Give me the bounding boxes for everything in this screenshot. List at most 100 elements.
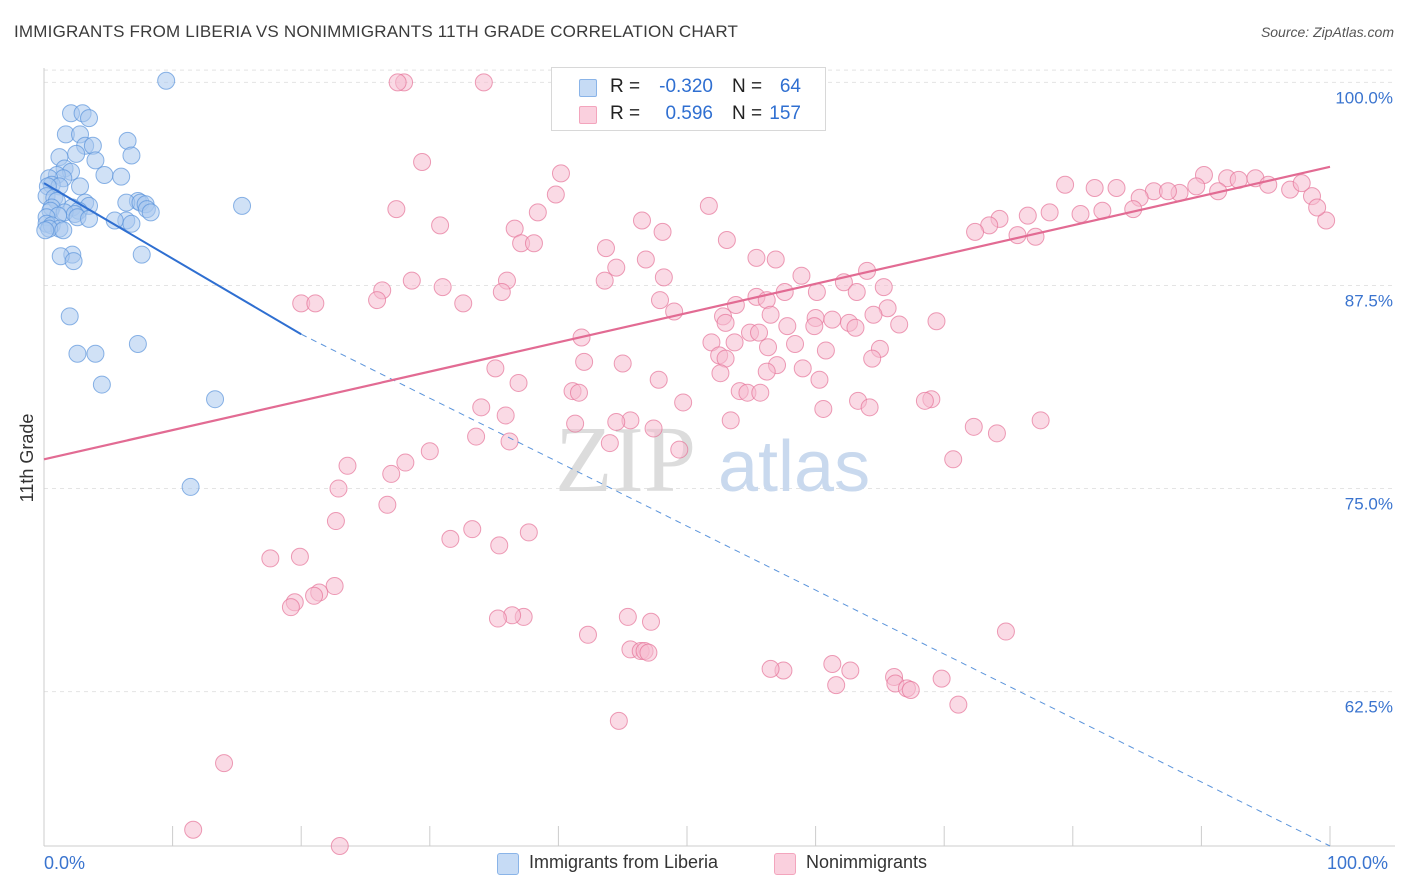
x-min-label: 0.0%	[44, 853, 85, 873]
data-point	[128, 334, 147, 353]
data-point	[847, 282, 866, 301]
series-swatch-nonimmigrants	[774, 853, 796, 875]
data-point	[54, 221, 73, 240]
data-point	[1071, 204, 1090, 223]
legend-swatch-liberia	[579, 79, 597, 97]
data-point	[578, 625, 597, 644]
data-point	[716, 313, 735, 332]
data-point	[524, 234, 543, 253]
data-point	[793, 359, 812, 378]
data-point	[725, 333, 744, 352]
data-point	[463, 520, 482, 539]
data-point	[766, 250, 785, 269]
data-point	[420, 442, 439, 461]
data-point	[750, 323, 769, 342]
data-point	[761, 659, 780, 678]
source-credit: Source: ZipAtlas.com	[1260, 24, 1394, 40]
data-point	[949, 695, 968, 714]
y-tick-label: 62.5%	[1345, 698, 1393, 717]
data-point	[1124, 200, 1143, 219]
data-point	[551, 164, 570, 183]
data-point	[747, 248, 766, 267]
data-point	[472, 398, 491, 417]
data-point	[431, 216, 450, 235]
x-max-label: 100.0%	[1327, 853, 1388, 873]
data-point	[841, 661, 860, 680]
trend-line-liberia-extension	[300, 333, 1331, 847]
data-point	[613, 354, 632, 373]
data-point	[509, 373, 528, 392]
chart-title: IMMIGRANTS FROM LIBERIA VS NONIMMIGRANTS…	[14, 22, 739, 41]
legend-r-label: R =	[610, 76, 641, 97]
data-point	[1008, 226, 1027, 245]
data-point	[330, 837, 349, 855]
legend-r-label: R =	[610, 103, 641, 124]
data-point	[607, 258, 626, 277]
series-name-nonimmigrants: Nonimmigrants	[806, 852, 928, 872]
data-point	[329, 479, 348, 498]
points-liberia	[36, 71, 252, 496]
y-tick-label: 100.0%	[1335, 88, 1393, 107]
data-point	[575, 352, 594, 371]
data-point	[112, 167, 131, 186]
data-point	[644, 419, 663, 438]
data-point	[490, 536, 509, 555]
data-point	[636, 250, 655, 269]
data-point	[467, 427, 486, 446]
data-point	[338, 456, 357, 475]
data-point	[805, 317, 824, 336]
data-point	[368, 291, 387, 310]
data-point	[641, 612, 660, 631]
data-point	[778, 317, 797, 336]
data-point	[95, 165, 114, 184]
data-point	[874, 278, 893, 297]
data-point	[122, 146, 141, 165]
data-point	[792, 266, 811, 285]
data-point	[1031, 411, 1050, 430]
data-point	[653, 222, 672, 241]
data-point	[827, 676, 846, 695]
data-point	[83, 136, 102, 155]
data-point	[569, 383, 588, 402]
data-point	[441, 529, 460, 548]
tick-labels: 100.0% 87.5% 75.0% 62.5%	[1335, 88, 1393, 716]
data-point	[1292, 174, 1311, 193]
data-point	[496, 406, 515, 425]
legend-n-value-liberia: 64	[779, 76, 801, 97]
data-point	[987, 424, 1006, 443]
data-point	[1056, 175, 1075, 194]
data-point	[325, 577, 344, 596]
y-axis-label: 11th Grade	[17, 414, 37, 503]
data-point	[711, 364, 730, 383]
data-point	[326, 512, 345, 531]
data-point	[71, 177, 90, 196]
data-point	[864, 305, 883, 324]
data-point	[600, 434, 619, 453]
data-point	[215, 754, 234, 773]
y-tick-label: 75.0%	[1345, 495, 1393, 514]
data-point	[233, 196, 252, 215]
data-point	[823, 310, 842, 329]
data-point	[157, 71, 176, 90]
data-point	[80, 109, 99, 128]
data-point	[1308, 198, 1327, 217]
data-point	[596, 239, 615, 258]
data-point	[454, 294, 473, 313]
data-point	[927, 312, 946, 331]
data-point	[132, 245, 151, 264]
data-point	[786, 334, 805, 353]
legend-row-nonimmigrants: R = 0.596 N = 157	[552, 103, 825, 127]
data-point	[964, 417, 983, 436]
data-point	[1026, 227, 1045, 246]
data-point	[1317, 211, 1336, 230]
data-point	[751, 383, 770, 402]
data-point	[306, 294, 325, 313]
data-point	[757, 362, 776, 381]
data-point	[996, 622, 1015, 641]
data-point	[595, 271, 614, 290]
data-point	[488, 609, 507, 628]
data-point	[846, 318, 865, 337]
legend-r-value-liberia: -0.320	[659, 76, 713, 97]
data-point	[670, 440, 689, 459]
